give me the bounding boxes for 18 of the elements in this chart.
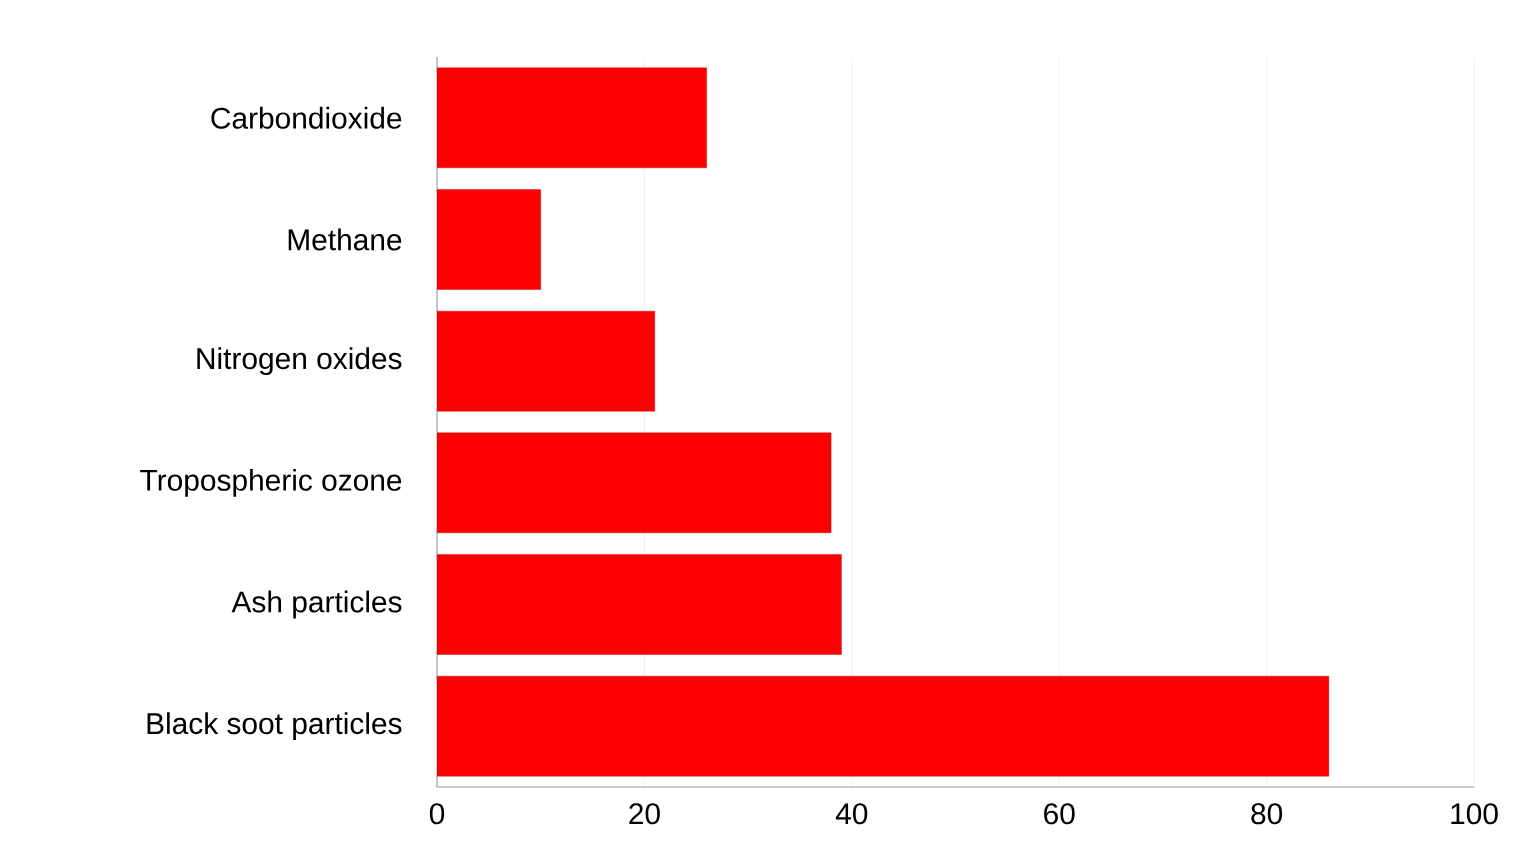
bar [437, 432, 832, 534]
y-tick-label: Black soot particles [147, 712, 402, 741]
bar [437, 189, 541, 290]
x-tick-label: 80 [1251, 803, 1283, 825]
y-tick-label: Nitrogen oxides [197, 347, 402, 376]
y-tick-label: Ash particles [231, 590, 402, 619]
x-tick-label: 60 [1044, 803, 1075, 825]
x-tick-label: 0 [429, 803, 445, 825]
x-tick-label: 100 [1451, 803, 1498, 825]
bar [437, 310, 655, 412]
bar [437, 675, 1330, 777]
bar [437, 554, 842, 655]
x-tick-label: 40 [835, 803, 868, 825]
x-tick-label: 20 [629, 803, 660, 825]
bar [437, 67, 707, 169]
y-tick-label: Carbondioxide [211, 106, 402, 129]
y-tick-label: Tropospheric ozone [140, 468, 402, 497]
y-tick-label: Methane [288, 228, 402, 251]
